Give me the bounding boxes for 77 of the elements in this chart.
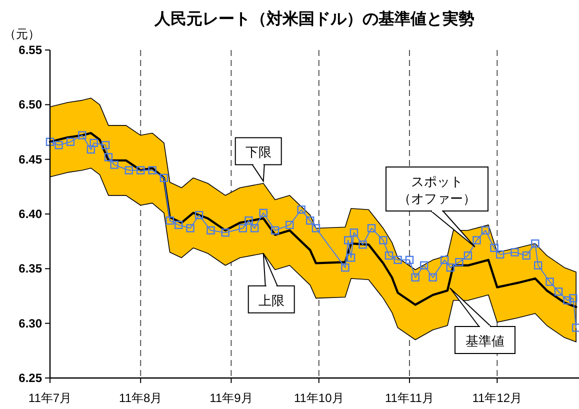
point: [554, 288, 563, 296]
point: [472, 236, 481, 244]
y-tick-label: 6.40: [18, 207, 42, 221]
point: [405, 256, 414, 264]
point: [186, 224, 194, 232]
point: [306, 216, 314, 225]
point: [346, 254, 356, 262]
point: [54, 141, 63, 150]
point: [101, 141, 110, 150]
point: [238, 224, 247, 232]
point: [66, 138, 75, 146]
x-tick-label: 11年10月: [294, 391, 344, 405]
point: [341, 263, 350, 272]
x-tick-label: 11年9月: [210, 391, 253, 405]
point: [464, 251, 472, 260]
point: [244, 216, 253, 225]
y-axis-title: （元）: [4, 27, 40, 41]
point: [350, 228, 358, 237]
point: [270, 226, 280, 234]
point: [297, 206, 306, 214]
point: [522, 251, 530, 260]
x-tick-label: 11年7月: [28, 391, 72, 405]
point: [104, 153, 113, 162]
point: [384, 251, 394, 260]
x-tick-label: 11年8月: [119, 391, 162, 405]
point: [411, 273, 420, 282]
y-tick-label: 6.50: [18, 98, 42, 112]
point: [446, 263, 455, 272]
point: [136, 166, 145, 174]
point: [160, 174, 168, 182]
point: [344, 236, 352, 244]
point: [394, 256, 402, 264]
point: [455, 258, 464, 266]
point: [440, 256, 449, 264]
point: [90, 138, 98, 148]
point: [259, 208, 268, 218]
point: [110, 160, 118, 169]
x-tick-label: 11年11月: [385, 391, 434, 405]
point: [481, 226, 490, 234]
point: [86, 145, 96, 154]
point: [46, 138, 54, 146]
point: [206, 226, 215, 234]
y-tick-label: 6.45: [18, 152, 42, 166]
y-tick-label: 6.25: [18, 371, 42, 385]
point: [496, 250, 504, 259]
point: [78, 131, 86, 140]
point: [572, 324, 579, 332]
point: [124, 166, 134, 174]
point: [221, 228, 230, 237]
y-tick-label: 6.55: [18, 43, 42, 57]
point: [563, 296, 572, 304]
point: [312, 224, 320, 232]
point: [379, 236, 388, 244]
point: [148, 166, 156, 174]
point: [546, 278, 554, 286]
chart-title: 人民元レート（対米国ドル）の基準値と実勢: [154, 9, 474, 28]
point: [531, 239, 540, 248]
point: [286, 220, 294, 230]
annotation: 基準値: [466, 334, 504, 348]
point: [194, 210, 204, 220]
point: [569, 294, 578, 302]
annotation: スポット（オファー）: [398, 174, 476, 206]
point: [510, 248, 519, 256]
point: [358, 240, 367, 249]
point: [534, 261, 542, 270]
point: [428, 273, 437, 282]
x-tick-label: 11年12月: [472, 391, 522, 405]
y-tick-label: 6.30: [18, 316, 42, 330]
point: [166, 216, 174, 225]
annotation: 上限: [258, 292, 284, 308]
point: [250, 224, 259, 232]
point: [174, 220, 183, 230]
annotation: 下限: [245, 144, 272, 160]
point: [490, 244, 498, 252]
point: [367, 224, 376, 232]
point: [420, 261, 428, 270]
y-tick-label: 6.35: [18, 262, 42, 276]
